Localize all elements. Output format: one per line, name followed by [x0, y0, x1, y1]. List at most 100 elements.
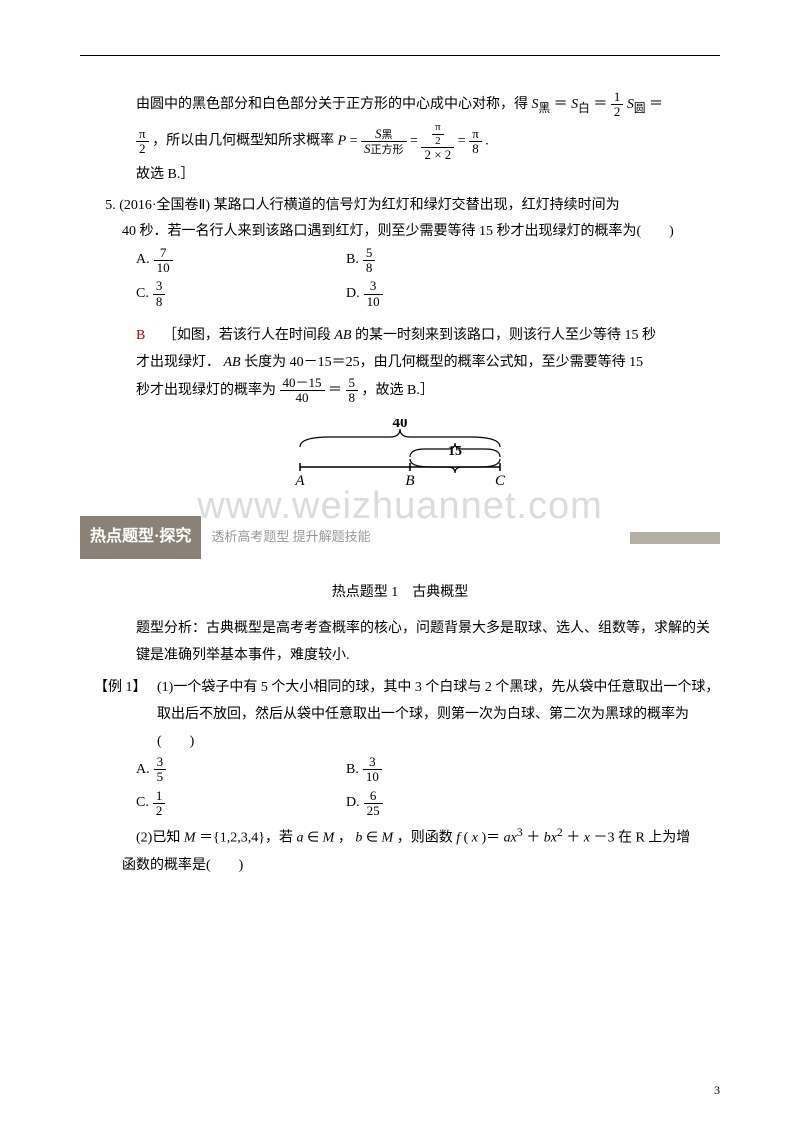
text: ＋ — [526, 831, 540, 846]
sub: 黑 — [539, 102, 551, 115]
text: 秒才出现绿灯的概率为 — [136, 383, 276, 398]
var-a: a — [296, 831, 303, 846]
section-header: 热点题型·探究 透析高考题型 提升解题技能 — [80, 520, 720, 556]
ex1-options-row1: A. 35 B. 310 — [136, 755, 720, 785]
solution-line-1: 由圆中的黑色部分和白色部分关于正方形的中心成中心对称，得 S黑 ＝ S白 ＝ 1… — [136, 90, 720, 121]
in: ∈ — [366, 831, 378, 846]
solution-line-2: π2 ，所以由几何概型知所求概率 P = S黑 S正方形 = π2 2 × 2 … — [136, 121, 720, 161]
hot-topic-heading: 热点题型 1 古典概型 — [80, 580, 720, 607]
text: ，则函数 — [397, 831, 457, 846]
sub: 白 — [578, 102, 590, 115]
horizontal-rule — [80, 55, 720, 56]
eq: = — [458, 134, 466, 149]
q-text: (1)一个袋子中有 5 个大小相同的球，其中 3 个白球与 2 个黑球，先从袋中… — [157, 680, 719, 748]
text: 长度为 40－15＝25，由几何概型的概率公式知，至少需要等待 15 — [244, 355, 643, 370]
fraction: π8 — [469, 127, 482, 157]
text: 才出现绿灯． — [136, 355, 220, 370]
fraction: π2 — [136, 127, 149, 157]
fraction: S黑 S正方形 — [361, 127, 407, 157]
option-a: A. 35 — [136, 755, 346, 785]
eq: ＝ — [593, 97, 607, 112]
number-line-diagram: 40 15 A B C — [80, 419, 720, 500]
eq: ＝ — [554, 97, 568, 112]
text: ，故选 B.］ — [362, 383, 434, 398]
in: ∈ — [307, 831, 319, 846]
text: ， — [338, 831, 352, 846]
example-label: 【例 1】 — [94, 680, 140, 695]
option-d: D. 625 — [346, 789, 556, 819]
var-b: b — [544, 831, 551, 846]
topic-analysis: 题型分析：古典概型是高考考查概率的核心，问题背景大多是取球、选人、组数等，求解的… — [136, 616, 720, 669]
sup: 2 — [557, 826, 563, 839]
section-subtitle: 透析高考题型 提升解题技能 — [211, 525, 630, 550]
option-c: C. 12 — [136, 789, 346, 819]
question-5: 5. (2016·全国卷Ⅱ) 某路口人行横道的信号灯为红灯和绿灯交替出现，红灯持… — [80, 193, 720, 309]
var-f: f — [456, 831, 460, 846]
option-b: B. 310 — [346, 755, 556, 785]
page-content: 由圆中的黑色部分和白色部分关于正方形的中心成中心对称，得 S黑 ＝ S白 ＝ 1… — [80, 90, 720, 879]
ex1-q2-cont: 函数的概率是( ) — [122, 853, 720, 880]
var-x: x — [584, 831, 590, 846]
text: ，所以由几何概型知所求概率 — [152, 134, 338, 149]
ex1-q1: 【例 1】 (1)一个袋子中有 5 个大小相同的球，其中 3 个白球与 2 个黑… — [143, 675, 720, 755]
fraction: 58 — [346, 376, 359, 406]
option-b: B. 58 — [346, 246, 556, 276]
var-S: S — [532, 97, 539, 112]
sol5-line1: B ［如图，若该行人在时间段 AB 的某一时刻来到该路口，则该行人至少等待 15… — [136, 323, 720, 350]
ex1-options-row2: C. 12 D. 625 — [136, 789, 720, 819]
text: ＋ — [566, 831, 580, 846]
option-a: A. 710 — [136, 246, 346, 276]
sup: 3 — [517, 826, 523, 839]
eq: = — [350, 134, 358, 149]
sol5-line3: 秒才出现绿灯的概率为 40－1540 ＝ 58 ，故选 B.］ — [136, 376, 720, 407]
point-a: A — [294, 473, 305, 489]
sol5-line2: 才出现绿灯． AB 长度为 40－15＝25，由几何概型的概率公式知，至少需要等… — [136, 350, 720, 377]
label-15: 15 — [448, 444, 462, 459]
eq: = — [410, 134, 418, 149]
var-b: b — [355, 831, 362, 846]
var-M: M — [382, 831, 394, 846]
text: )＝ — [481, 831, 500, 846]
var-M: M — [323, 831, 335, 846]
q-number: 5. — [105, 198, 116, 213]
segment-ab: AB — [224, 355, 241, 370]
text: －3 在 R 上为增 — [593, 831, 690, 846]
var-x: x — [472, 831, 478, 846]
text: . — [485, 134, 489, 149]
segment-ab: AB — [334, 328, 351, 343]
fraction: 12 — [611, 90, 624, 120]
var-a: a — [504, 831, 511, 846]
var-P: P — [338, 134, 347, 149]
point-c: C — [495, 473, 506, 489]
solution-5: B ［如图，若该行人在时间段 AB 的某一时刻来到该路口，则该行人至少等待 15… — [80, 323, 720, 407]
section-tail-bar — [630, 532, 720, 544]
q5-options-row2: C. 38 D. 310 — [136, 279, 720, 309]
text: (2)已知 — [136, 831, 180, 846]
label-40: 40 — [393, 419, 408, 431]
point-b: B — [405, 473, 414, 489]
q-text-cont: 40 秒．若一名行人来到该路口遇到红灯，则至少需要等待 15 秒才出现绿灯的概率… — [122, 219, 720, 246]
var-M: M — [184, 831, 196, 846]
eq: ＝ — [649, 97, 663, 112]
page-number: 3 — [714, 1079, 720, 1102]
text: 的某一时刻来到该路口，则该行人至少等待 15 秒 — [355, 328, 656, 343]
text: 由圆中的黑色部分和白色部分关于正方形的中心成中心对称，得 — [136, 97, 532, 112]
text: ( — [464, 831, 469, 846]
ex1-q2: (2)已知 M ＝{1,2,3,4}，若 a ∈ M ， b ∈ M ，则函数 … — [136, 822, 720, 852]
var-S: S — [627, 97, 634, 112]
option-c: C. 38 — [136, 279, 346, 309]
text: ［如图，若该行人在时间段 — [163, 328, 331, 343]
fraction-complex: π2 2 × 2 — [421, 121, 454, 161]
eq: ＝ — [328, 383, 342, 398]
sub: 圆 — [634, 102, 646, 115]
option-d: D. 310 — [346, 279, 556, 309]
section-title: 热点题型·探究 — [80, 516, 201, 558]
q-text: 某路口人行横道的信号灯为红灯和绿灯交替出现，红灯持续时间为 — [214, 198, 620, 213]
example-1: 【例 1】 (1)一个袋子中有 5 个大小相同的球，其中 3 个白球与 2 个黑… — [80, 675, 720, 879]
solution-line-3: 故选 B.］ — [136, 162, 720, 189]
answer-letter: B — [136, 328, 145, 343]
text: ＝{1,2,3,4}，若 — [199, 831, 296, 846]
q5-options-row1: A. 710 B. 58 — [136, 246, 720, 276]
q5-stem: 5. (2016·全国卷Ⅱ) 某路口人行横道的信号灯为红灯和绿灯交替出现，红灯持… — [80, 193, 720, 220]
q-source: (2016·全国卷Ⅱ) — [119, 198, 210, 213]
